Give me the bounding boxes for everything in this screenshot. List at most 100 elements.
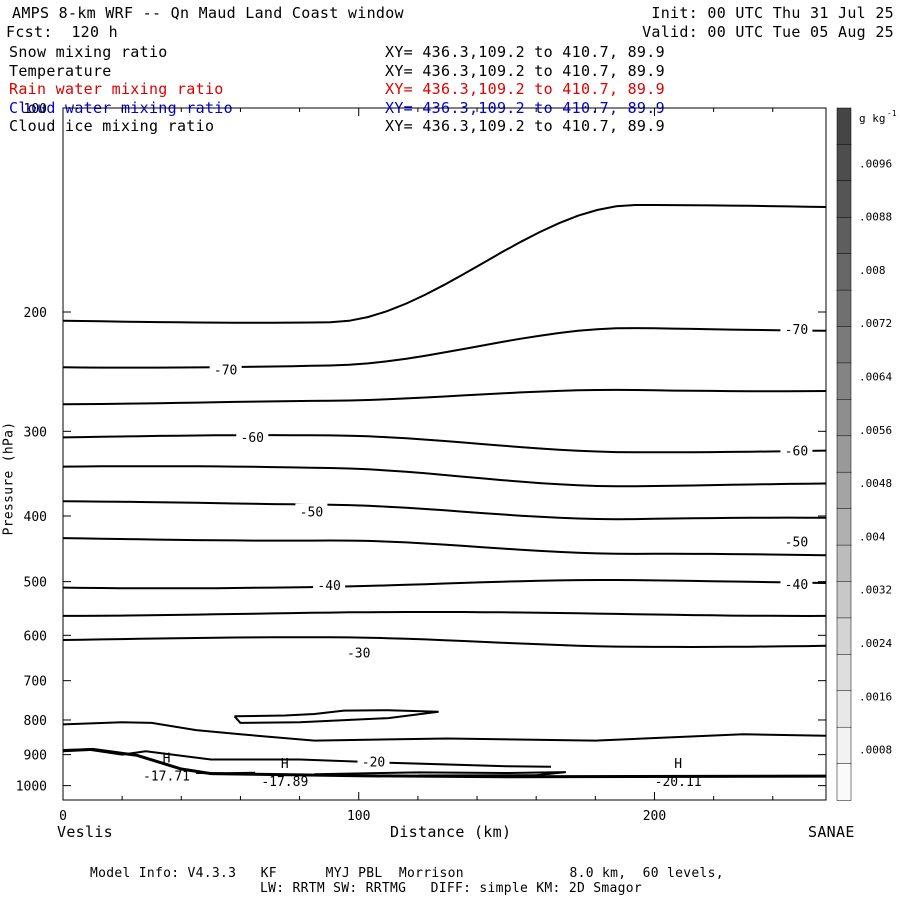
colorbar-swatch (836, 399, 852, 437)
contour-label: -50 (785, 535, 808, 550)
colorbar-swatch (836, 217, 852, 255)
colorbar-tick-label: .008 (859, 264, 886, 277)
extremum-symbol: H (674, 757, 682, 772)
axes: 100 200 300 400 500 600 700 800 900 1000 0 100 200 (16, 102, 827, 824)
header-title: AMPS 8-km WRF -- Qn Maud Land Coast wind… (12, 4, 404, 22)
isotherm-line (62, 636, 827, 649)
contour-label-bg (295, 503, 328, 520)
colorbar-swatch (836, 144, 852, 182)
colorbar-swatch (836, 544, 852, 583)
extremum-value: -17.71 (143, 770, 190, 785)
contour-label-bg (780, 442, 813, 459)
y-tick-label: 900 (24, 749, 47, 764)
contour-label: -50 (300, 506, 323, 521)
isotherm-line (62, 204, 827, 324)
field-xy-cloud-ice: XY= 436.3,109.2 to 410.7, 89.9 (385, 117, 665, 135)
y-tick-label: 800 (24, 714, 47, 729)
extremum-symbol: H (163, 752, 171, 767)
colorbar-tick-label: .004 (859, 530, 886, 543)
footer-physics-info: LW: RRTM SW: RRTMG DIFF: simple KM: 2D S… (260, 881, 642, 896)
colorbar-tick-label: .0024 (859, 637, 892, 650)
field-name-rain: Rain water mixing ratio (9, 80, 224, 98)
header-valid: Valid: 00 UTC Tue 05 Aug 25 (642, 23, 894, 41)
contour-label: -70 (785, 323, 808, 338)
contour-label: -40 (785, 578, 808, 593)
isotherm-line (62, 500, 826, 521)
contour-label-bg (236, 429, 269, 446)
contour-label: -20 (362, 756, 385, 771)
contour-label-bg (780, 321, 813, 338)
x-tick-label: 200 (643, 809, 666, 824)
header-init: Init: 00 UTC Thu 31 Jul 25 (651, 4, 894, 22)
colorbar-tick-label: .0096 (859, 157, 892, 170)
contour-label-bg (313, 577, 346, 594)
surface-boundary (62, 747, 827, 779)
y-tick-label: 200 (24, 306, 47, 321)
colorbar-swatch (836, 289, 852, 328)
isotherm-line (62, 537, 827, 557)
contour-label: -30 (347, 646, 370, 661)
colorbar-swatch (836, 690, 852, 728)
colorbar-swatch (836, 654, 852, 692)
colorbar-swatch (836, 435, 852, 473)
colorbar-swatch (836, 362, 852, 401)
footer-model-info: Model Info: V4.3.3 KF MYJ PBL Morrison 8… (90, 866, 724, 881)
colorbar-tick-label: .0056 (859, 424, 892, 437)
contour-label: -60 (785, 444, 808, 459)
colorbar-swatch (836, 726, 852, 765)
contour-label-bg (342, 644, 375, 661)
contour-label: -40 (317, 579, 340, 594)
colorbar-swatch (836, 617, 852, 656)
isotherm-line (62, 388, 827, 406)
y-tick-label: 1000 (16, 780, 47, 795)
isotherm-line (63, 611, 827, 618)
plot-frame (62, 107, 827, 801)
colorbar-swatch (836, 581, 852, 619)
colorbar-unit-exponent: -1 (887, 109, 897, 118)
colorbar: g kg -1 .0096 .0088 .008 .0072 .0064 .0056 .0048… (836, 107, 897, 801)
colorbar-tick-label: .0032 (859, 584, 892, 597)
contour-labels: -70 -70 -60 -60 -50 -50 -40 -40 -30 -20 H -17.71 H -1… (143, 321, 813, 790)
x-axis-label: Distance (km) (390, 823, 512, 841)
colorbar-unit: g kg (859, 112, 886, 125)
header-forecast: Fcst: 120 h (6, 23, 118, 41)
field-name-temperature: Temperature (9, 62, 112, 80)
colorbar-tick-label: .0016 (859, 690, 892, 703)
isotherm-line (62, 721, 827, 742)
colorbar-tick-label: .0072 (859, 317, 892, 330)
y-axis-label: Pressure (hPa) (1, 421, 17, 536)
isotherm-line (62, 465, 827, 488)
colorbar-swatch (836, 763, 852, 801)
field-name-cloud-ice: Cloud ice mixing ratio (9, 117, 215, 135)
colorbar-swatch (836, 471, 852, 510)
y-tick-label: 600 (24, 629, 47, 644)
colorbar-tick-label: .0048 (859, 477, 892, 490)
contour-label-bg (780, 533, 813, 550)
extremum-symbol: H (281, 757, 289, 772)
contour-label-bg (209, 361, 242, 378)
field-xy-rain: XY= 436.3,109.2 to 410.7, 89.9 (385, 80, 665, 98)
right-endpoint-label: SANAE (808, 823, 855, 841)
surface-line (196, 771, 256, 775)
x-tick-label: 0 (59, 809, 67, 824)
y-tick-label: 300 (24, 425, 47, 440)
y-tick-label: 700 (24, 675, 47, 690)
extremum-value: -20.11 (655, 775, 702, 790)
colorbar-tick-label: .0088 (859, 211, 892, 224)
colorbar-swatch (836, 107, 852, 146)
field-xy-snow: XY= 436.3,109.2 to 410.7, 89.9 (385, 43, 665, 61)
isotherm-line (62, 748, 552, 768)
colorbar-swatch (836, 508, 852, 546)
colorbar-swatch (836, 253, 852, 291)
left-endpoint-label: Veslis (57, 823, 113, 841)
contour-label-bg (780, 575, 813, 592)
field-name-snow: Snow mixing ratio (9, 43, 168, 61)
colorbar-tick-label: .0064 (859, 371, 892, 384)
colorbar-swatch (836, 326, 852, 364)
temperature-contours (62, 204, 827, 768)
x-tick-label: 100 (347, 809, 370, 824)
contour-label: -60 (241, 431, 264, 446)
contour-label: -70 (214, 363, 237, 378)
field-xy-temperature: XY= 436.3,109.2 to 410.7, 89.9 (385, 62, 665, 80)
